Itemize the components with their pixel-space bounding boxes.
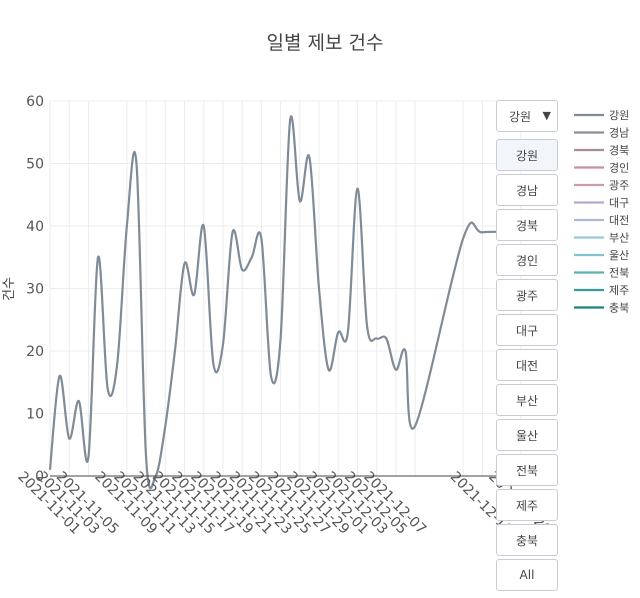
dropdown-selected: 강원: [509, 109, 532, 124]
dropdown-option[interactable]: 제주: [496, 489, 558, 521]
legend-label[interactable]: 강원: [609, 109, 629, 122]
series-line-강원: [48, 115, 521, 490]
y-axis-label: 건수: [2, 277, 17, 301]
dropdown-option[interactable]: 경북: [496, 209, 558, 241]
y-tick-label: 10: [26, 407, 44, 423]
dropdown-option[interactable]: 경인: [496, 244, 558, 276]
legend-label[interactable]: 제주: [609, 284, 629, 297]
chart-title: 일별 제보 건수: [267, 32, 384, 54]
legend-label[interactable]: 충북: [609, 302, 629, 315]
legend-label[interactable]: 울산: [609, 249, 629, 262]
dropdown-option[interactable]: 부산: [496, 384, 558, 416]
legend-label[interactable]: 대전: [609, 214, 629, 227]
y-tick-label: 0: [35, 469, 44, 485]
dropdown-option[interactable]: 전북: [496, 454, 558, 486]
chevron-down-icon: ▼: [542, 109, 551, 122]
y-tick-label: 30: [26, 282, 44, 298]
y-tick-label: 60: [26, 94, 44, 110]
dropdown-option[interactable]: 경남: [496, 174, 558, 206]
legend-label[interactable]: 부산: [609, 232, 629, 245]
legend-label[interactable]: 광주: [609, 179, 629, 192]
legend-label[interactable]: 경인: [609, 162, 629, 175]
dropdown-option[interactable]: 광주: [496, 279, 558, 311]
y-tick-label: 50: [26, 157, 44, 173]
legend-label[interactable]: 전북: [609, 267, 629, 280]
legend-label[interactable]: 경북: [609, 144, 629, 157]
y-tick-label: 20: [26, 344, 44, 360]
legend-label[interactable]: 경남: [609, 127, 629, 140]
region-dropdown[interactable]: 강원 ▼: [496, 100, 558, 132]
dropdown-option[interactable]: 충북: [496, 524, 558, 556]
dropdown-option[interactable]: 울산: [496, 419, 558, 451]
series-lines: [48, 115, 521, 490]
y-tick-label: 40: [26, 219, 44, 235]
dropdown-option[interactable]: 강원: [496, 139, 558, 171]
dropdown-option[interactable]: All: [496, 559, 558, 591]
dropdown-option[interactable]: 대구: [496, 314, 558, 346]
dropdown-options: 강원 경남 경북 경인 광주 대구 대전 부산 울산 전북 제주 충북 All: [496, 139, 560, 594]
dropdown-option[interactable]: 대전: [496, 349, 558, 381]
legend-label[interactable]: 대구: [609, 197, 629, 210]
